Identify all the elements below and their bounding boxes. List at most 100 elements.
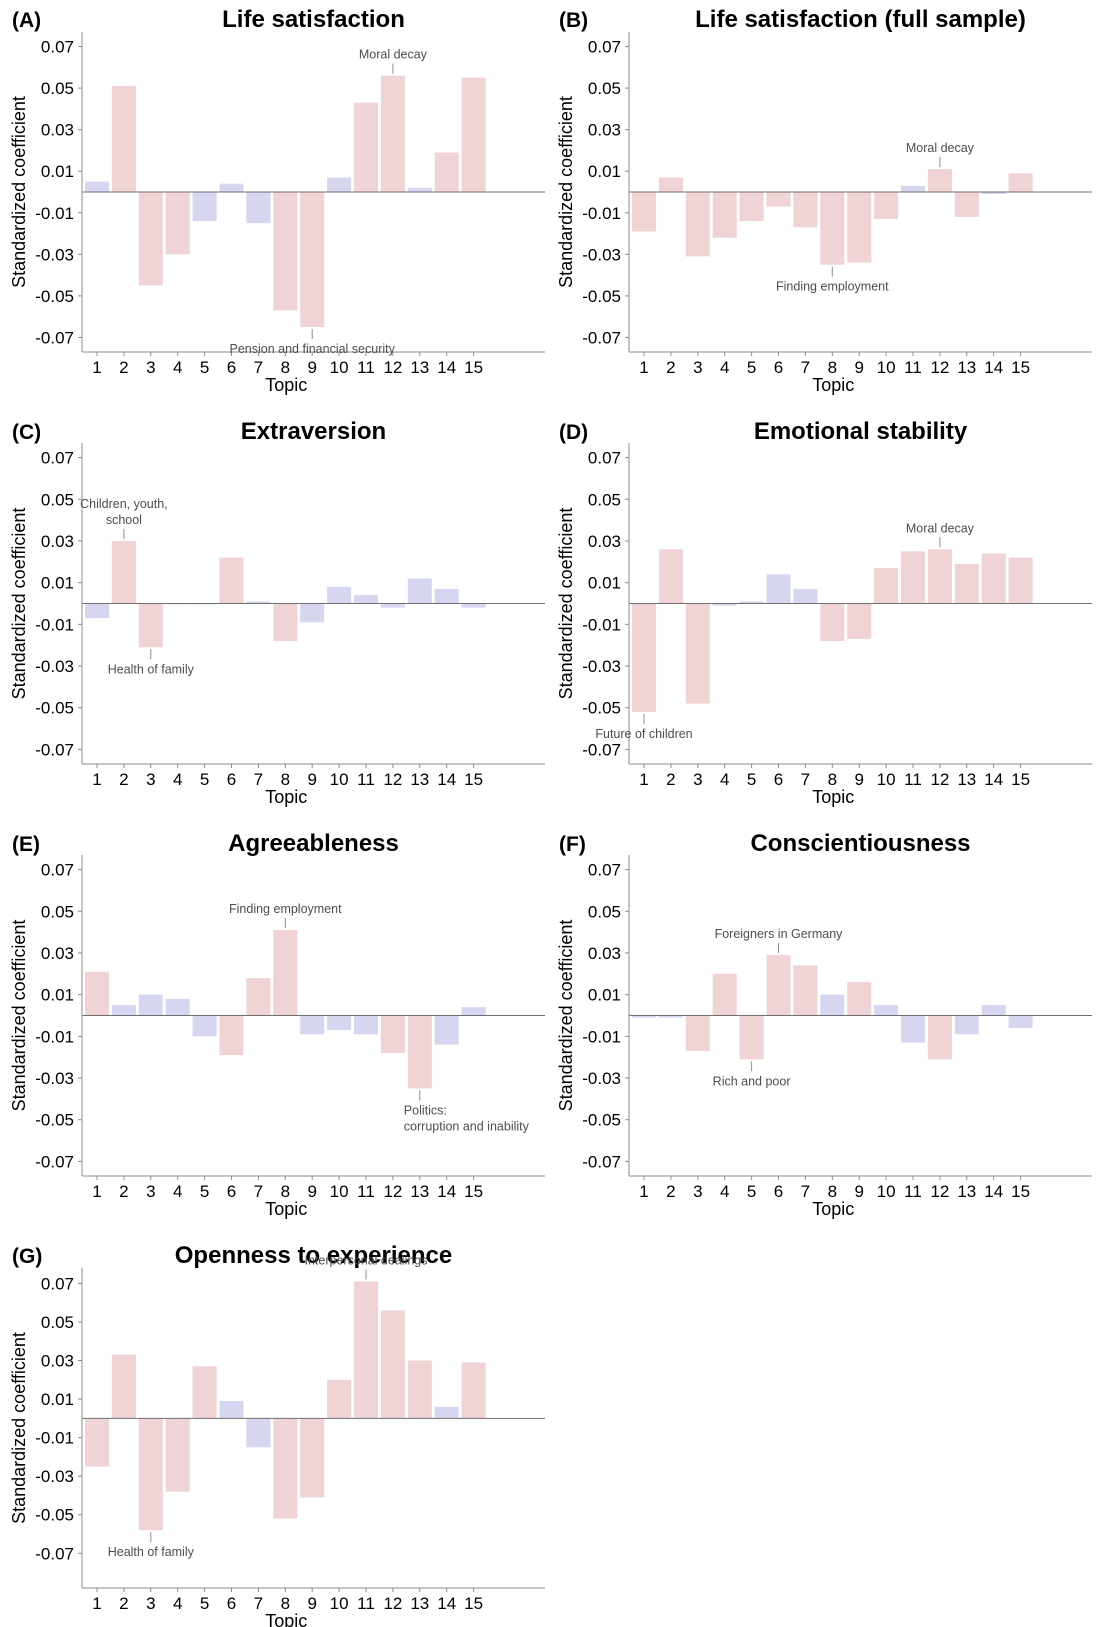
y-tick-label: 0.01 bbox=[41, 162, 74, 181]
y-tick-label: 0.05 bbox=[41, 79, 74, 98]
y-tick-label: 0.05 bbox=[41, 490, 74, 509]
x-tick-label: 11 bbox=[904, 358, 922, 377]
bar-topic-8 bbox=[820, 192, 845, 265]
bar-topic-10 bbox=[874, 192, 899, 220]
x-tick-label: 5 bbox=[747, 358, 756, 377]
x-tick-label: 15 bbox=[464, 1182, 483, 1201]
y-tick-label: -0.07 bbox=[582, 1152, 621, 1171]
bar-topic-10 bbox=[327, 586, 352, 604]
bar-topic-2 bbox=[658, 549, 683, 604]
annotation-label: Moral decay bbox=[906, 521, 975, 535]
bar-topic-9 bbox=[300, 1418, 325, 1498]
x-axis-label: Topic bbox=[265, 1611, 307, 1627]
x-tick-label: 3 bbox=[693, 358, 702, 377]
bar-topic-5 bbox=[192, 1015, 217, 1037]
x-tick-label: 13 bbox=[957, 358, 976, 377]
bar-topic-11 bbox=[901, 551, 925, 604]
y-tick-label: 0.01 bbox=[588, 162, 621, 181]
x-tick-label: 8 bbox=[828, 358, 837, 377]
y-tick-label: 0.03 bbox=[588, 944, 621, 963]
x-tick-label: 8 bbox=[828, 770, 837, 789]
bar-topic-11 bbox=[354, 1015, 378, 1035]
y-tick-label: 0.07 bbox=[41, 861, 74, 880]
bar-topic-15 bbox=[461, 603, 486, 608]
y-tick-label: -0.03 bbox=[582, 1069, 621, 1088]
x-tick-label: 3 bbox=[146, 1182, 155, 1201]
y-tick-label: -0.03 bbox=[582, 245, 621, 264]
x-tick-label: 4 bbox=[173, 1594, 182, 1613]
y-axis-label: Standardized coefficient bbox=[9, 508, 29, 700]
panel-title: Conscientiousness bbox=[750, 830, 970, 857]
chart-panel-4: (D) Emotional stability Standardized coeff… bbox=[556, 418, 1092, 807]
y-tick-label: 0.05 bbox=[588, 902, 621, 921]
y-axis-label: Standardized coefficient bbox=[9, 920, 29, 1112]
y-tick-label: -0.07 bbox=[35, 740, 74, 759]
bar-topic-8 bbox=[820, 603, 845, 642]
bar-topic-11 bbox=[901, 185, 925, 192]
bar-topic-12 bbox=[380, 603, 405, 608]
y-tick-label: -0.01 bbox=[582, 615, 621, 634]
bar-topic-11 bbox=[901, 1015, 925, 1043]
x-axis-label: Topic bbox=[265, 787, 307, 807]
bar-topic-11 bbox=[354, 1281, 378, 1419]
bar-topic-6 bbox=[766, 192, 791, 207]
bar-topic-8 bbox=[273, 930, 298, 1016]
bar-topic-2 bbox=[111, 86, 136, 192]
bar-topic-3 bbox=[138, 603, 163, 648]
bar-topic-4 bbox=[165, 998, 190, 1016]
y-tick-label: -0.07 bbox=[35, 1544, 74, 1563]
x-tick-label: 3 bbox=[693, 770, 702, 789]
x-tick-label: 12 bbox=[383, 358, 402, 377]
bar-topic-13 bbox=[954, 192, 979, 217]
bar-topic-12 bbox=[927, 169, 952, 192]
y-tick-label: 0.07 bbox=[41, 449, 74, 468]
bar-topic-8 bbox=[273, 603, 298, 642]
x-tick-label: 4 bbox=[173, 770, 182, 789]
x-tick-label: 2 bbox=[119, 1182, 128, 1201]
chart-panel-1: (A) Life satisfaction Standardized coeffic… bbox=[9, 6, 545, 395]
annotation-label: Pension and financial security bbox=[230, 342, 396, 356]
x-tick-label: 7 bbox=[254, 770, 263, 789]
y-tick-label: -0.01 bbox=[35, 615, 74, 634]
x-tick-label: 15 bbox=[1011, 770, 1030, 789]
y-tick-label: 0.01 bbox=[41, 986, 74, 1005]
panel-title: Life satisfaction (full sample) bbox=[695, 6, 1026, 33]
bar-topic-6 bbox=[766, 574, 791, 604]
x-tick-label: 8 bbox=[281, 1594, 290, 1613]
bar-topic-2 bbox=[658, 177, 683, 192]
y-tick-label: 0.03 bbox=[588, 121, 621, 140]
bar-topic-1 bbox=[632, 603, 656, 712]
x-tick-label: 11 bbox=[357, 1594, 375, 1613]
bar-topic-14 bbox=[981, 1005, 1006, 1016]
x-tick-label: 14 bbox=[437, 358, 456, 377]
x-tick-label: 7 bbox=[254, 358, 263, 377]
x-tick-label: 5 bbox=[747, 770, 756, 789]
bar-topic-4 bbox=[712, 603, 737, 606]
x-tick-label: 8 bbox=[281, 358, 290, 377]
x-axis-label: Topic bbox=[812, 787, 854, 807]
panel-letter: (D) bbox=[559, 421, 588, 444]
x-tick-label: 13 bbox=[410, 770, 429, 789]
x-tick-label: 1 bbox=[92, 770, 101, 789]
bar-topic-7 bbox=[793, 588, 818, 604]
x-tick-label: 1 bbox=[92, 1182, 101, 1201]
bar-topic-12 bbox=[380, 1310, 405, 1419]
x-tick-label: 9 bbox=[854, 770, 863, 789]
annotation-label: Interpersonal dealings bbox=[305, 1253, 428, 1267]
x-tick-label: 4 bbox=[173, 358, 182, 377]
x-tick-label: 6 bbox=[227, 358, 236, 377]
y-tick-label: -0.05 bbox=[35, 287, 74, 306]
chart-panel-7: (G) Openness to experience Standardized co… bbox=[9, 1242, 545, 1627]
panel-title: Life satisfaction bbox=[222, 6, 405, 33]
bar-topic-14 bbox=[434, 152, 459, 192]
bar-topic-9 bbox=[847, 603, 872, 639]
x-tick-label: 11 bbox=[904, 770, 922, 789]
panel-letter: (E) bbox=[12, 833, 40, 856]
bar-topic-3 bbox=[685, 1015, 710, 1051]
bar-topic-13 bbox=[407, 187, 432, 192]
panel-letter: (G) bbox=[12, 1245, 42, 1268]
bar-topic-1 bbox=[85, 181, 109, 192]
x-tick-label: 15 bbox=[464, 770, 483, 789]
x-tick-label: 9 bbox=[307, 1594, 316, 1613]
bar-topic-12 bbox=[380, 1015, 405, 1054]
